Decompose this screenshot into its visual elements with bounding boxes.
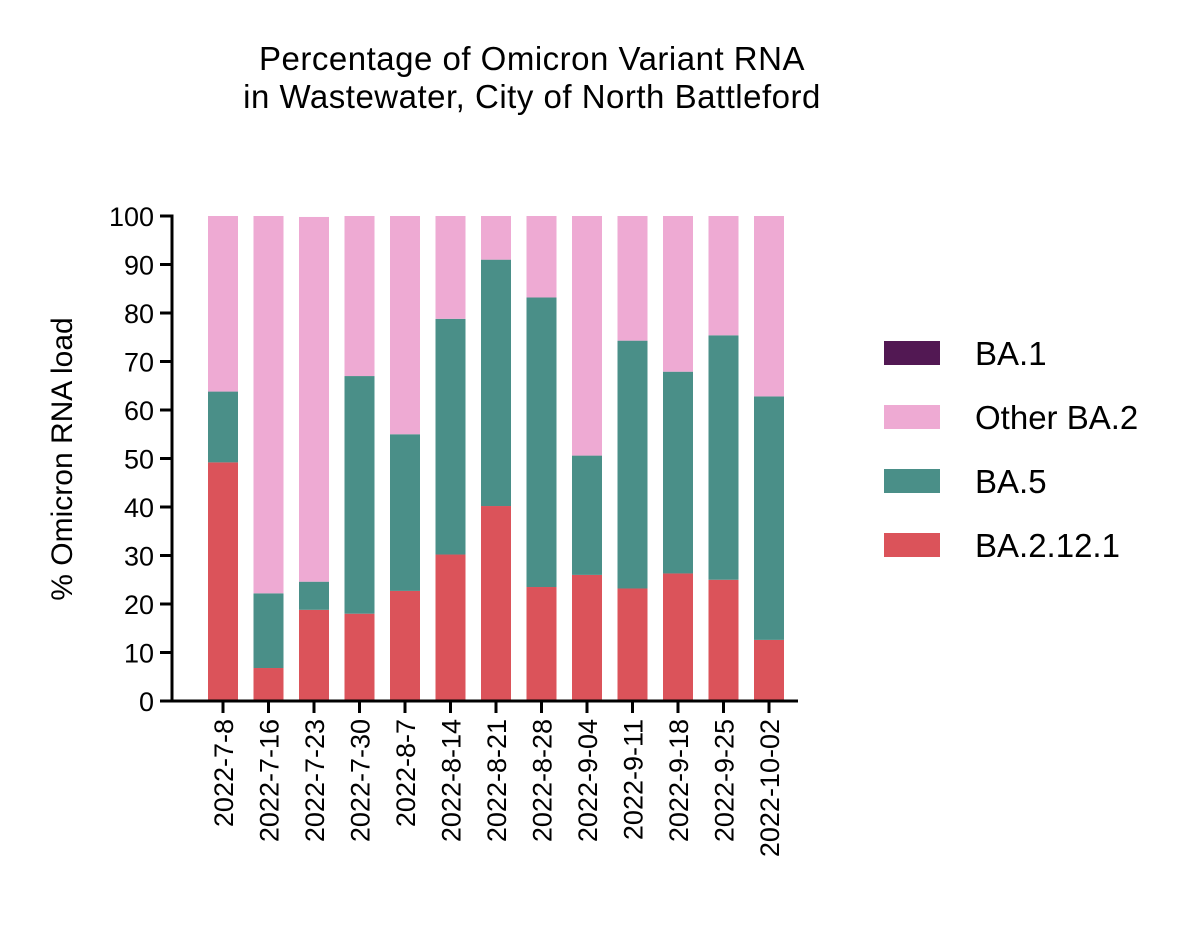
bar-segment-ba-5-2 <box>299 581 329 610</box>
bar-segment-ba-5-4 <box>390 434 420 591</box>
bar-segment-other ba-2-10 <box>663 216 693 372</box>
bar-segment-ba-2-12-1-11 <box>708 579 739 701</box>
y-tick-label-60: 60 <box>124 396 154 426</box>
bar-segment-other ba-2-5 <box>435 216 466 319</box>
chart-title-line-2: in Wastewater, City of North Battleford <box>243 78 821 115</box>
y-tick-label-10: 10 <box>124 639 154 669</box>
legend-swatch-other ba-2 <box>884 405 940 429</box>
bar-segment-ba-5-9 <box>617 340 648 589</box>
legend-label-ba-1: BA.1 <box>975 335 1047 372</box>
bar-segment-ba-2-12-1-9 <box>617 588 648 701</box>
bar-segment-other ba-2-9 <box>617 216 648 341</box>
legend-label-ba-2-12-1: BA.2.12.1 <box>975 527 1120 564</box>
x-tick-label-6: 2022-8-21 <box>482 719 512 842</box>
bar-segment-ba-2-12-1-0 <box>208 462 238 701</box>
x-tick-label-9: 2022-9-11 <box>619 719 649 840</box>
x-tick-label-5: 2022-8-14 <box>437 719 467 842</box>
chart-title-line-1: Percentage of Omicron Variant RNA <box>259 40 805 77</box>
x-tick-label-1: 2022-7-16 <box>255 719 285 842</box>
x-tick-label-3: 2022-7-30 <box>346 719 376 842</box>
x-axis: 2022-7-8 2022-7-16 2022-7-23 2022-7-30 2022-… <box>170 699 798 857</box>
y-tick-label-90: 90 <box>124 251 154 281</box>
y-tick-label-50: 50 <box>124 445 154 475</box>
bar-segment-other ba-2-4 <box>390 216 420 435</box>
y-tick-label-20: 20 <box>124 590 154 620</box>
y-tick-label-30: 30 <box>124 542 154 572</box>
bars-group <box>208 216 784 701</box>
bar-segment-ba-5-5 <box>435 318 466 555</box>
y-axis-label: % Omicron RNA load <box>46 317 79 600</box>
bar-segment-ba-5-11 <box>708 335 739 580</box>
bar-segment-other ba-2-6 <box>481 216 511 260</box>
legend: BA.1 Other BA.2 BA.5 BA.2.12.1 <box>884 335 1138 564</box>
bar-segment-ba-2-12-1-1 <box>253 668 284 701</box>
x-tick-label-7: 2022-8-28 <box>528 719 558 842</box>
legend-label-other ba-2: Other BA.2 <box>975 399 1138 436</box>
bar-segment-ba-5-8 <box>572 455 602 575</box>
bar-segment-other ba-2-3 <box>344 216 375 377</box>
x-tick-label-12: 2022-10-02 <box>755 719 785 857</box>
bar-segment-ba-5-0 <box>208 391 238 463</box>
bar-segment-ba-2-12-1-4 <box>390 590 420 701</box>
y-tick-label-100: 100 <box>109 202 154 232</box>
bar-segment-ba-2-12-1-8 <box>572 574 602 701</box>
x-tick-label-2: 2022-7-23 <box>300 719 330 842</box>
y-tick-label-0: 0 <box>139 687 154 717</box>
bar-segment-ba-2-12-1-5 <box>435 554 466 701</box>
bar-segment-ba-2-12-1-12 <box>754 639 784 701</box>
bar-segment-other ba-2-8 <box>572 216 602 456</box>
bar-segment-other ba-2-11 <box>708 216 739 336</box>
bar-segment-ba-5-1 <box>253 593 284 669</box>
x-tick-label-11: 2022-9-25 <box>710 719 740 842</box>
y-tick-label-40: 40 <box>124 493 154 523</box>
x-tick-label-0: 2022-7-8 <box>209 719 239 827</box>
bar-segment-ba-2-12-1-10 <box>663 573 693 701</box>
y-tick-label-80: 80 <box>124 299 154 329</box>
x-tick-label-10: 2022-9-18 <box>664 719 694 842</box>
bar-segment-ba-5-3 <box>344 376 375 614</box>
legend-swatch-ba-2-12-1 <box>884 533 940 557</box>
bar-segment-ba-2-12-1-3 <box>344 613 375 701</box>
bar-segment-other ba-2-1 <box>253 216 284 594</box>
bar-segment-ba-5-10 <box>663 371 693 574</box>
bar-segment-other ba-2-12 <box>754 216 784 397</box>
bar-segment-ba-5-6 <box>481 259 511 507</box>
bar-segment-other ba-2-0 <box>208 216 238 392</box>
bar-segment-other ba-2-7 <box>526 216 557 298</box>
legend-label-ba-5: BA.5 <box>975 463 1047 500</box>
chart-title: Percentage of Omicron Variant RNA in Was… <box>243 40 821 115</box>
bar-segment-ba-5-12 <box>754 396 784 640</box>
bar-segment-ba-2-12-1-7 <box>526 587 557 701</box>
bar-segment-ba-5-7 <box>526 297 557 588</box>
x-tick-label-4: 2022-8-7 <box>391 719 421 827</box>
x-tick-label-8: 2022-9-04 <box>573 719 603 842</box>
legend-swatch-ba-5 <box>884 469 940 493</box>
y-tick-label-70: 70 <box>124 348 154 378</box>
y-axis: 0 10 20 30 40 50 60 70 80 90 100 <box>109 202 174 717</box>
bar-segment-other ba-2-2 <box>299 216 329 582</box>
bar-segment-ba-2-12-1-6 <box>481 506 511 701</box>
bar-segment-ba-2-12-1-2 <box>299 609 329 701</box>
legend-swatch-ba-1 <box>884 341 940 365</box>
